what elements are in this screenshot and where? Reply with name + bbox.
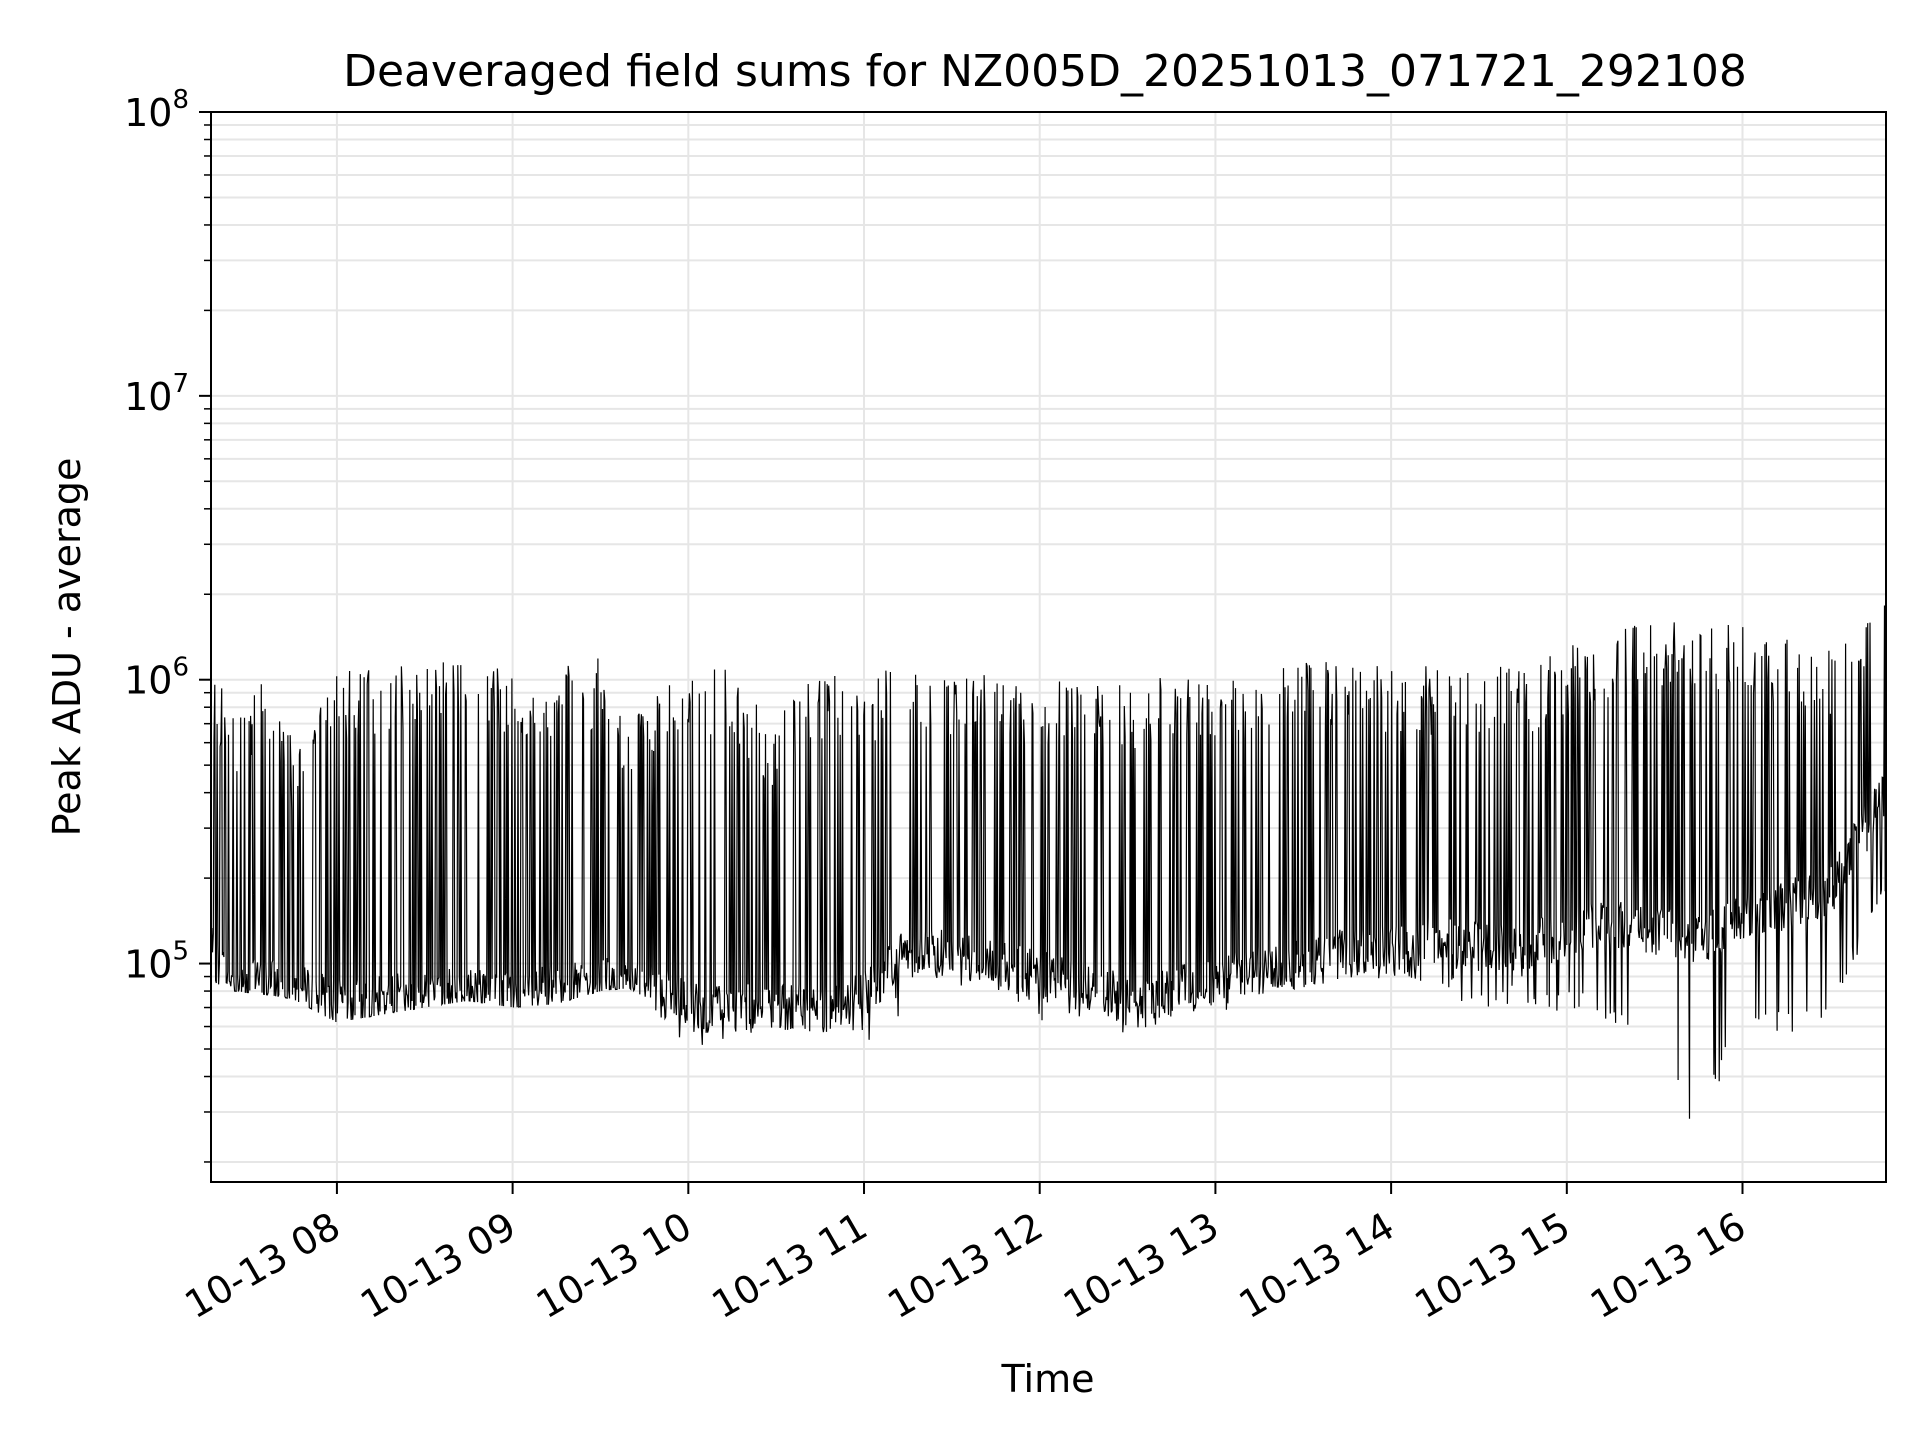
chart-title: Deaveraged field sums for NZ005D_2025101… <box>343 46 1747 97</box>
x-tick-label: 10-13 12 <box>880 1204 1050 1328</box>
x-axis: 10-13 08 10-13 09 10-13 10 10-13 11 10-13 12… <box>177 1182 1753 1327</box>
y-axis-label: Peak ADU - average <box>45 458 89 837</box>
x-tick-label: 10-13 08 <box>177 1204 347 1328</box>
x-tick-label: 10-13 10 <box>529 1204 699 1328</box>
x-axis-label: Time <box>1001 1357 1095 1401</box>
y-tick-label: 106 <box>124 653 189 703</box>
y-tick-label: 108 <box>124 85 189 135</box>
x-tick-label: 10-13 13 <box>1056 1204 1226 1328</box>
y-tick-label: 105 <box>124 937 189 987</box>
x-tick-label: 10-13 16 <box>1583 1204 1753 1328</box>
x-tick-label: 10-13 11 <box>705 1204 875 1328</box>
x-tick-label: 10-13 14 <box>1232 1204 1402 1328</box>
x-tick-label: 10-13 09 <box>353 1204 523 1328</box>
plot-area <box>210 605 1887 1119</box>
plot-frame <box>210 111 1887 1183</box>
x-tick-label: 10-13 15 <box>1407 1204 1577 1328</box>
series-line <box>210 605 1887 1119</box>
y-tick-label: 107 <box>124 369 189 419</box>
y-axis: 105 106 107 108 <box>124 85 211 1163</box>
